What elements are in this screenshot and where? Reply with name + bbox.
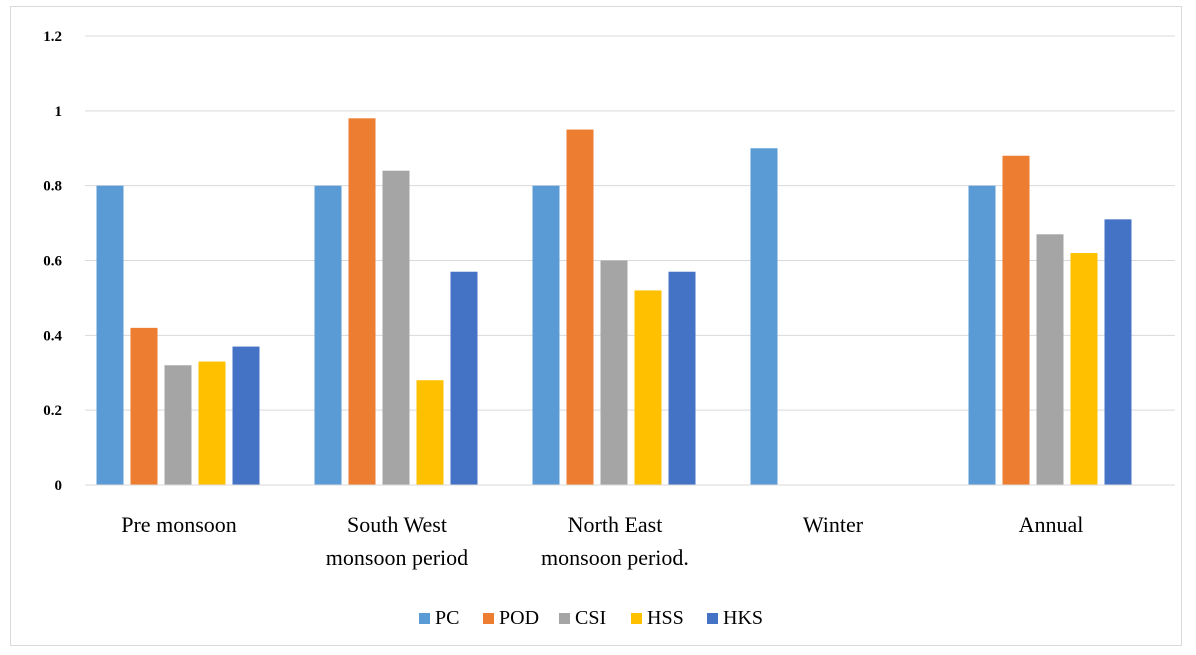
legend-swatch-hss bbox=[631, 613, 642, 624]
bar-hss bbox=[1070, 253, 1098, 485]
bar-hks bbox=[232, 346, 260, 485]
bar-pc bbox=[968, 185, 996, 485]
category-label: monsoon period. bbox=[541, 545, 689, 570]
bar-pc bbox=[96, 185, 124, 485]
legend-swatch-csi bbox=[559, 613, 570, 624]
y-tick-label: 1 bbox=[55, 104, 63, 120]
y-tick-label: 0.2 bbox=[43, 403, 62, 419]
bar-pod bbox=[566, 129, 594, 485]
bar-csi bbox=[1036, 234, 1064, 485]
category-label: Pre monsoon bbox=[121, 512, 237, 537]
legend-label-pod: POD bbox=[499, 607, 539, 629]
y-tick-label: 0.4 bbox=[43, 328, 62, 344]
bar-pod bbox=[1002, 155, 1030, 485]
bar-pc bbox=[750, 148, 778, 485]
category-labels: Pre monsoon South West monsoon period North… bbox=[121, 512, 1083, 570]
bar-hks bbox=[450, 271, 478, 485]
category-label: North East bbox=[568, 512, 663, 537]
bar-hss bbox=[634, 290, 662, 485]
legend: PC POD CSI HSS HKS bbox=[419, 607, 763, 629]
bar-pod bbox=[348, 118, 376, 486]
legend-label-hks: HKS bbox=[723, 607, 763, 629]
bar-hks bbox=[668, 271, 696, 485]
category-label: monsoon period bbox=[326, 545, 468, 570]
legend-label-hss: HSS bbox=[647, 607, 684, 629]
bar-pod bbox=[130, 327, 158, 485]
bar-hks bbox=[1104, 219, 1132, 485]
category-label: Annual bbox=[1019, 512, 1084, 537]
legend-swatch-hks bbox=[707, 613, 718, 624]
bar-hss bbox=[416, 380, 444, 485]
category-label: South West bbox=[347, 512, 447, 537]
legend-swatch-pc bbox=[419, 613, 430, 624]
legend-swatch-pod bbox=[483, 613, 494, 624]
bar-csi bbox=[600, 260, 628, 485]
y-tick-label: 0 bbox=[55, 478, 63, 494]
bars bbox=[96, 118, 1132, 486]
legend-label-csi: CSI bbox=[575, 607, 606, 629]
bar-csi bbox=[382, 170, 410, 485]
bar-csi bbox=[164, 365, 192, 485]
bar-pc bbox=[314, 185, 342, 485]
bar-pc bbox=[532, 185, 560, 485]
y-axis-ticks: 0 0.2 0.4 0.6 0.8 1 1.2 bbox=[43, 29, 62, 494]
y-tick-label: 1.2 bbox=[43, 29, 62, 45]
bar-hss bbox=[198, 361, 226, 485]
y-tick-label: 0.8 bbox=[43, 179, 62, 195]
y-tick-label: 0.6 bbox=[43, 254, 62, 270]
category-label: Winter bbox=[803, 512, 864, 537]
legend-label-pc: PC bbox=[435, 607, 459, 629]
